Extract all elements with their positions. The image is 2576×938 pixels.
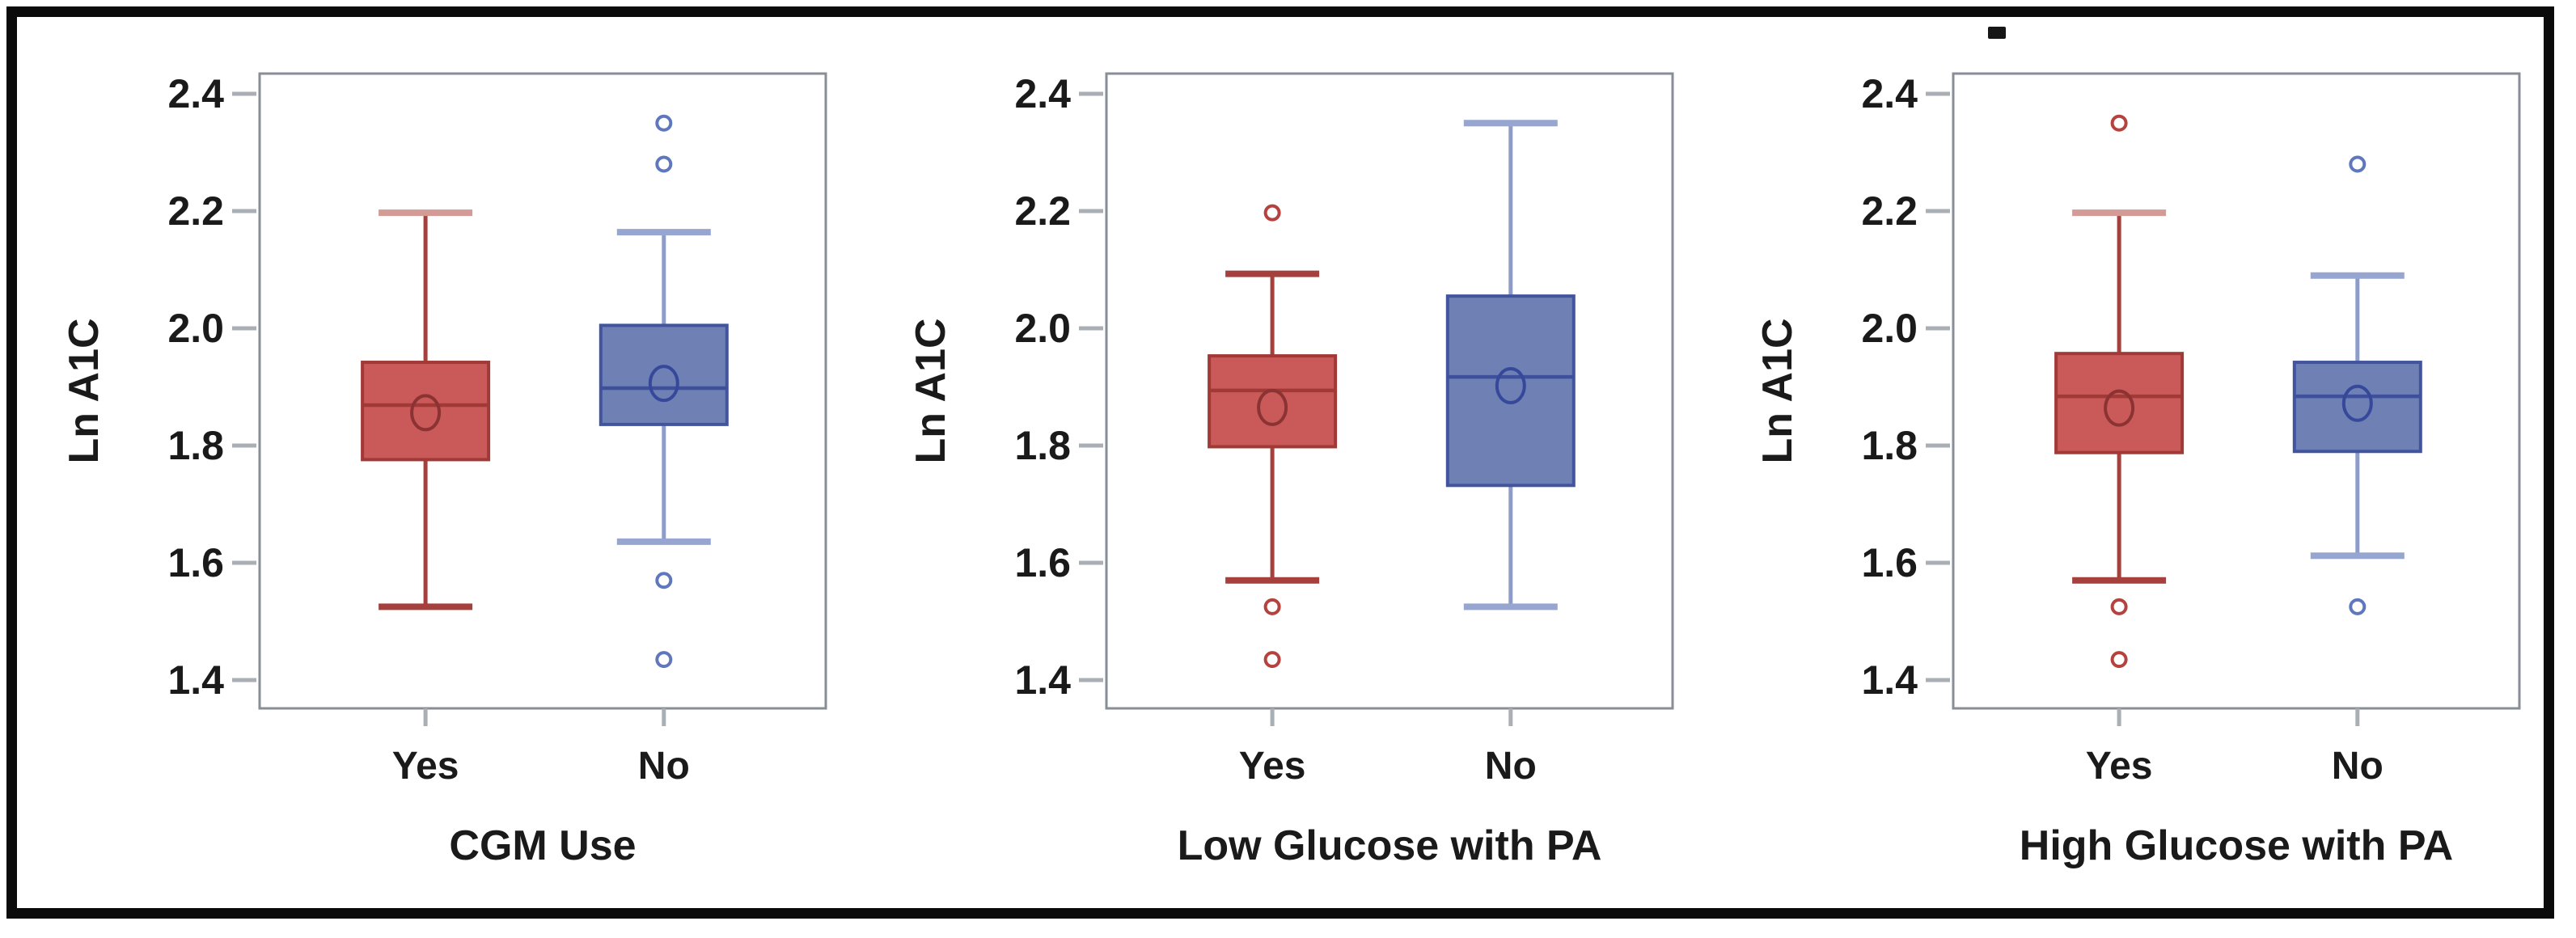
x-category-label: Yes [2086,745,2153,788]
iqr-box [361,361,491,462]
x-category-label: No [638,745,690,788]
mean-marker [2104,389,2135,427]
y-tick-label: 1.8 [167,423,224,468]
outlier-point [2110,598,2128,615]
mean-marker [410,394,442,432]
outlier-point [2110,114,2128,132]
outlier-point [1263,204,1281,222]
x-axis-title: CGM Use [449,822,636,869]
outlier-point [655,114,673,132]
y-tick-label: 2.4 [167,71,224,116]
iqr-box [2292,361,2422,454]
y-tick-label: 2.4 [1861,71,1918,116]
y-tick-label: 2.2 [1861,188,1918,234]
plot-frame [258,72,827,710]
mean-marker [1257,388,1288,426]
y-tick-label: 1.6 [1861,540,1918,585]
y-tick-label: 2.2 [167,188,224,234]
outlier-point [1263,598,1281,615]
outlier-point [2110,651,2128,669]
boxplot-panel-1: Ln A1C 2.4 2.2 2.0 1.8 1.6 1.4 Yes No CGM Use [17,17,864,921]
outlier-point [2349,155,2367,173]
y-axis-label: Ln A1C [1754,318,1801,463]
box-series-yes [361,209,491,611]
stray-artifact-mark [1988,27,2006,39]
y-tick-label: 1.6 [167,540,224,585]
y-axis-label: Ln A1C [61,318,108,463]
plot-frame [1105,72,1674,710]
y-tick-label: 2.2 [1014,188,1071,234]
plot-frame [1952,72,2521,710]
y-tick-label: 1.4 [1014,657,1071,703]
y-tick-label: 2.0 [167,306,224,351]
y-tick-label: 2.0 [1014,306,1071,351]
outlier-point [655,572,673,589]
y-tick-label: 1.8 [1861,423,1918,468]
x-axis-title: Low Glucose with PA [1178,822,1602,869]
y-tick-label: 2.4 [1014,71,1071,116]
mean-marker [1495,367,1526,405]
box-series-no [599,114,729,669]
mean-marker [2341,384,2373,422]
iqr-box [1445,294,1576,488]
y-axis-label: Ln A1C [907,318,954,463]
x-category-label: Yes [1239,745,1306,788]
iqr-box [1208,354,1338,449]
x-axis-title: High Glucose with PA [2020,822,2453,869]
boxplot-panel-2: Ln A1C 2.4 2.2 2.0 1.8 1.6 1.4 Yes No Low Glucose… [864,17,1711,921]
figure-border [6,6,2554,919]
box-series-no [1445,120,1576,611]
y-tick-label: 2.0 [1861,306,1918,351]
iqr-box [2054,352,2185,454]
box-series-no [2292,155,2422,615]
x-category-label: No [2332,745,2384,788]
boxplot-svg-3: Ln A1C 2.4 2.2 2.0 1.8 1.6 1.4 Yes No High Glucos… [1754,71,2521,869]
boxplot-panel-3: Ln A1C 2.4 2.2 2.0 1.8 1.6 1.4 Yes No High Glucos… [1711,17,2557,921]
iqr-box [599,323,729,426]
boxplot-panel-row: Ln A1C 2.4 2.2 2.0 1.8 1.6 1.4 Yes No CGM Use Ln A… [17,17,2559,921]
outlier-point [655,651,673,669]
y-tick-label: 1.6 [1014,540,1071,585]
box-series-yes [1208,204,1338,669]
y-tick-label: 1.4 [167,657,224,703]
x-category-label: Yes [392,745,459,788]
box-series-yes [2054,114,2185,669]
outlier-point [655,155,673,173]
y-tick-label: 1.4 [1861,657,1918,703]
outlier-point [2349,598,2367,615]
mean-marker [648,365,679,403]
outlier-point [1263,651,1281,669]
y-tick-label: 1.8 [1014,423,1071,468]
x-category-label: No [1485,745,1537,788]
boxplot-svg-2: Ln A1C 2.4 2.2 2.0 1.8 1.6 1.4 Yes No Low Glucose… [907,71,1674,869]
